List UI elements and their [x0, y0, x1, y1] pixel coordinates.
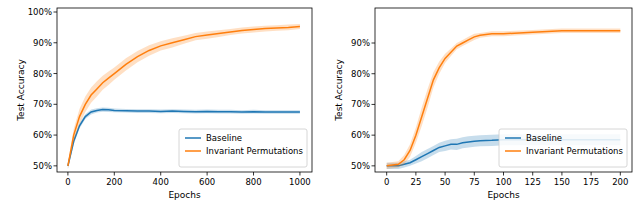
y-tick-label: 50% — [33, 161, 52, 171]
x-tick-label: 400 — [153, 177, 169, 187]
x-tick — [561, 172, 562, 176]
y-tick-label: 80% — [33, 69, 52, 79]
legend: Baseline Invariant Permutations — [179, 129, 307, 167]
x-tick-label: 175 — [583, 177, 599, 187]
x-tick — [160, 172, 161, 176]
panel: 0 25 50 75 100 125 150 175 200 50% 60% 70% 80% 90% Epo… — [334, 8, 632, 200]
y-tick-label: 60% — [351, 130, 370, 140]
x-tick — [386, 172, 387, 176]
x-tick-label: 1000 — [289, 177, 311, 187]
legend-swatch — [185, 150, 201, 152]
x-axis-label: Epochs — [168, 190, 201, 200]
x-tick — [114, 172, 115, 176]
legend-box — [179, 129, 307, 167]
figure: 0200400600800100050%60%70%80%90%100%Epoc… — [0, 0, 640, 205]
x-tick — [415, 172, 416, 176]
legend-swatch — [185, 137, 201, 139]
panel: 0 200 400 600 800 1000 50% 60% 70% 80% 90% 100% Epoc… — [16, 7, 312, 200]
legend-label: Invariant Permutations — [206, 146, 304, 156]
y-tick-label: 90% — [351, 38, 370, 48]
y-tick-label: 70% — [33, 99, 52, 109]
x-tick-label: 600 — [199, 177, 215, 187]
x-tick-label: 200 — [106, 177, 122, 187]
y-tick — [54, 12, 58, 13]
y-tick-label: 60% — [33, 130, 52, 140]
y-axis-label: Test Accuracy — [334, 58, 344, 121]
legend-swatch — [505, 137, 521, 139]
x-tick-label: 75 — [469, 177, 480, 187]
y-tick — [54, 165, 58, 166]
x-tick — [474, 172, 475, 176]
y-tick — [54, 42, 58, 43]
x-tick-label: 0 — [384, 177, 389, 187]
y-tick — [54, 104, 58, 105]
x-tick — [591, 172, 592, 176]
axes-frame — [57, 8, 312, 172]
x-tick — [503, 172, 504, 176]
x-tick-label: 200 — [612, 177, 628, 187]
x-tick — [207, 172, 208, 176]
legend-label: Invariant Permutations — [526, 146, 624, 156]
x-tick — [67, 172, 68, 176]
legend: Baseline Invariant Permutations — [499, 129, 627, 167]
x-tick — [299, 172, 300, 176]
y-tick — [372, 135, 376, 136]
x-tick — [253, 172, 254, 176]
x-tick-label: 100 — [495, 177, 511, 187]
legend-label: Baseline — [526, 133, 562, 143]
legend-label: Baseline — [206, 133, 242, 143]
x-tick-label: 125 — [525, 177, 541, 187]
y-tick — [372, 104, 376, 105]
x-tick-label: 150 — [554, 177, 570, 187]
y-tick — [372, 73, 376, 74]
x-tick-label: 0 — [65, 177, 70, 187]
legend-swatch — [505, 150, 521, 152]
y-tick-label: 70% — [351, 99, 370, 109]
legend-box — [499, 129, 627, 167]
x-axis-label: Epochs — [487, 190, 520, 200]
x-tick — [532, 172, 533, 176]
y-tick — [372, 43, 376, 44]
y-tick-label: 80% — [351, 69, 370, 79]
x-tick-label: 25 — [410, 177, 421, 187]
y-tick-label: 90% — [33, 38, 52, 48]
y-tick — [54, 135, 58, 136]
x-tick — [445, 172, 446, 176]
x-tick — [620, 172, 621, 176]
y-tick-label: 50% — [351, 161, 370, 171]
x-tick-label: 800 — [245, 177, 261, 187]
axes-frame — [375, 8, 632, 172]
y-tick-label: 100% — [28, 7, 52, 17]
x-tick-label: 50 — [440, 177, 451, 187]
y-tick — [54, 73, 58, 74]
y-axis-label: Test Accuracy — [16, 58, 26, 121]
y-tick — [372, 165, 376, 166]
